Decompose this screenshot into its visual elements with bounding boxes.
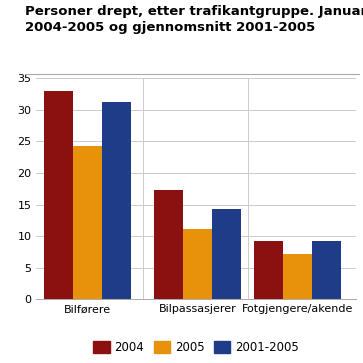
Bar xyxy=(73,146,102,299)
Bar xyxy=(102,102,131,299)
Legend: 2004, 2005, 2001-2005: 2004, 2005, 2001-2005 xyxy=(89,337,303,359)
Bar xyxy=(154,190,183,299)
Bar xyxy=(283,254,312,299)
Bar xyxy=(254,241,283,299)
Bar xyxy=(183,229,212,299)
Bar xyxy=(312,241,341,299)
Bar xyxy=(44,91,73,299)
Text: Personer drept, etter trafikantgruppe. Januar-mars.
2004-2005 og gjennomsnitt 20: Personer drept, etter trafikantgruppe. J… xyxy=(25,5,363,34)
Bar xyxy=(212,209,241,299)
